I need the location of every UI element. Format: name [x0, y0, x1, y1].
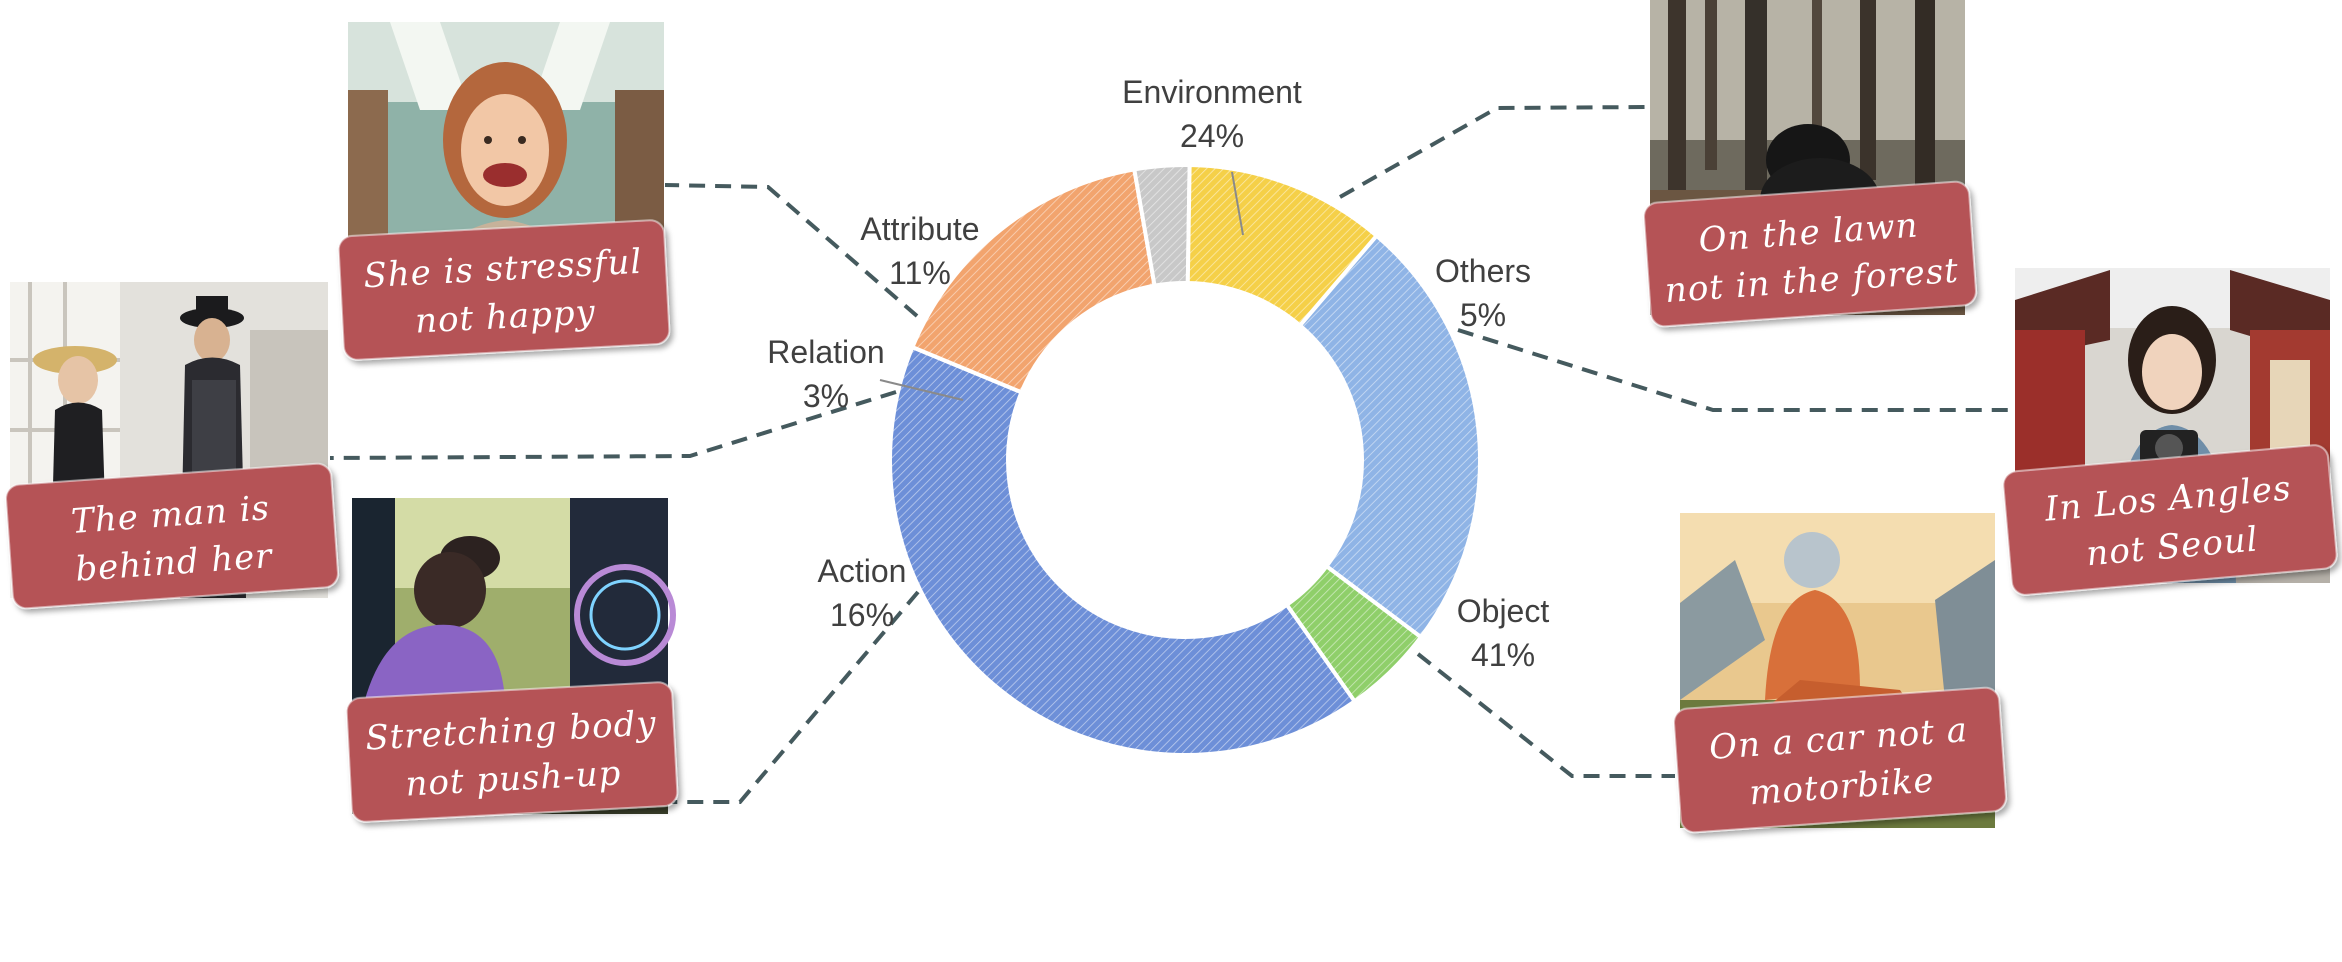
slice-label-relation: Relation: [767, 334, 884, 370]
leader-line-action: [672, 590, 920, 804]
slice-value-action: 16%: [830, 597, 894, 633]
leader-lines: [329, 105, 2015, 804]
caption-action: Stretching body not push-up: [345, 681, 679, 823]
slice-hatch-relation: [1134, 165, 1190, 286]
label-pointer-relation: [879, 379, 964, 401]
slice-hatch-action: [912, 169, 1155, 393]
label-pointer-environment: [1231, 171, 1244, 236]
caption-environment: On the lawn not in the forest: [1643, 180, 1977, 328]
leader-line-others: [1457, 328, 2015, 412]
slice-label-object: Object: [1457, 593, 1550, 629]
slice-hatch-environment: [1299, 235, 1480, 638]
slice-hatch-attribute: [1187, 165, 1377, 326]
slice-value-environment: 24%: [1180, 118, 1244, 154]
slice-hatch-others: [1286, 566, 1421, 702]
leader-line-object: [1416, 652, 1675, 778]
slice-label-action: Action: [818, 553, 907, 589]
slice-label-others: Others: [1435, 253, 1531, 289]
donut-chart: [888, 163, 1482, 757]
slice-value-object: 41%: [1471, 637, 1535, 673]
leader-line-attribute: [664, 183, 919, 318]
slice-value-relation: 3%: [803, 378, 849, 414]
leader-line-environment: [1339, 105, 1651, 199]
caption-relation: The man is behind her: [5, 462, 339, 610]
slice-hatch-object: [889, 347, 1355, 756]
caption-attribute: She is stressful not happy: [337, 219, 671, 361]
leader-line-relation: [329, 390, 897, 460]
slice-value-attribute: 11%: [889, 255, 951, 291]
slice-label-environment: Environment: [1122, 74, 1302, 110]
slice-value-others: 5%: [1460, 297, 1506, 333]
caption-object: On a car not a motorbike: [1673, 686, 2007, 834]
caption-attribute-line2: not happy: [414, 292, 597, 341]
caption-others: In Los Angles not Seoul: [2002, 444, 2338, 596]
slice-labels: Environment 24% Others 5% Object 41% Act…: [767, 74, 1549, 673]
slice-label-attribute: Attribute: [860, 211, 979, 247]
